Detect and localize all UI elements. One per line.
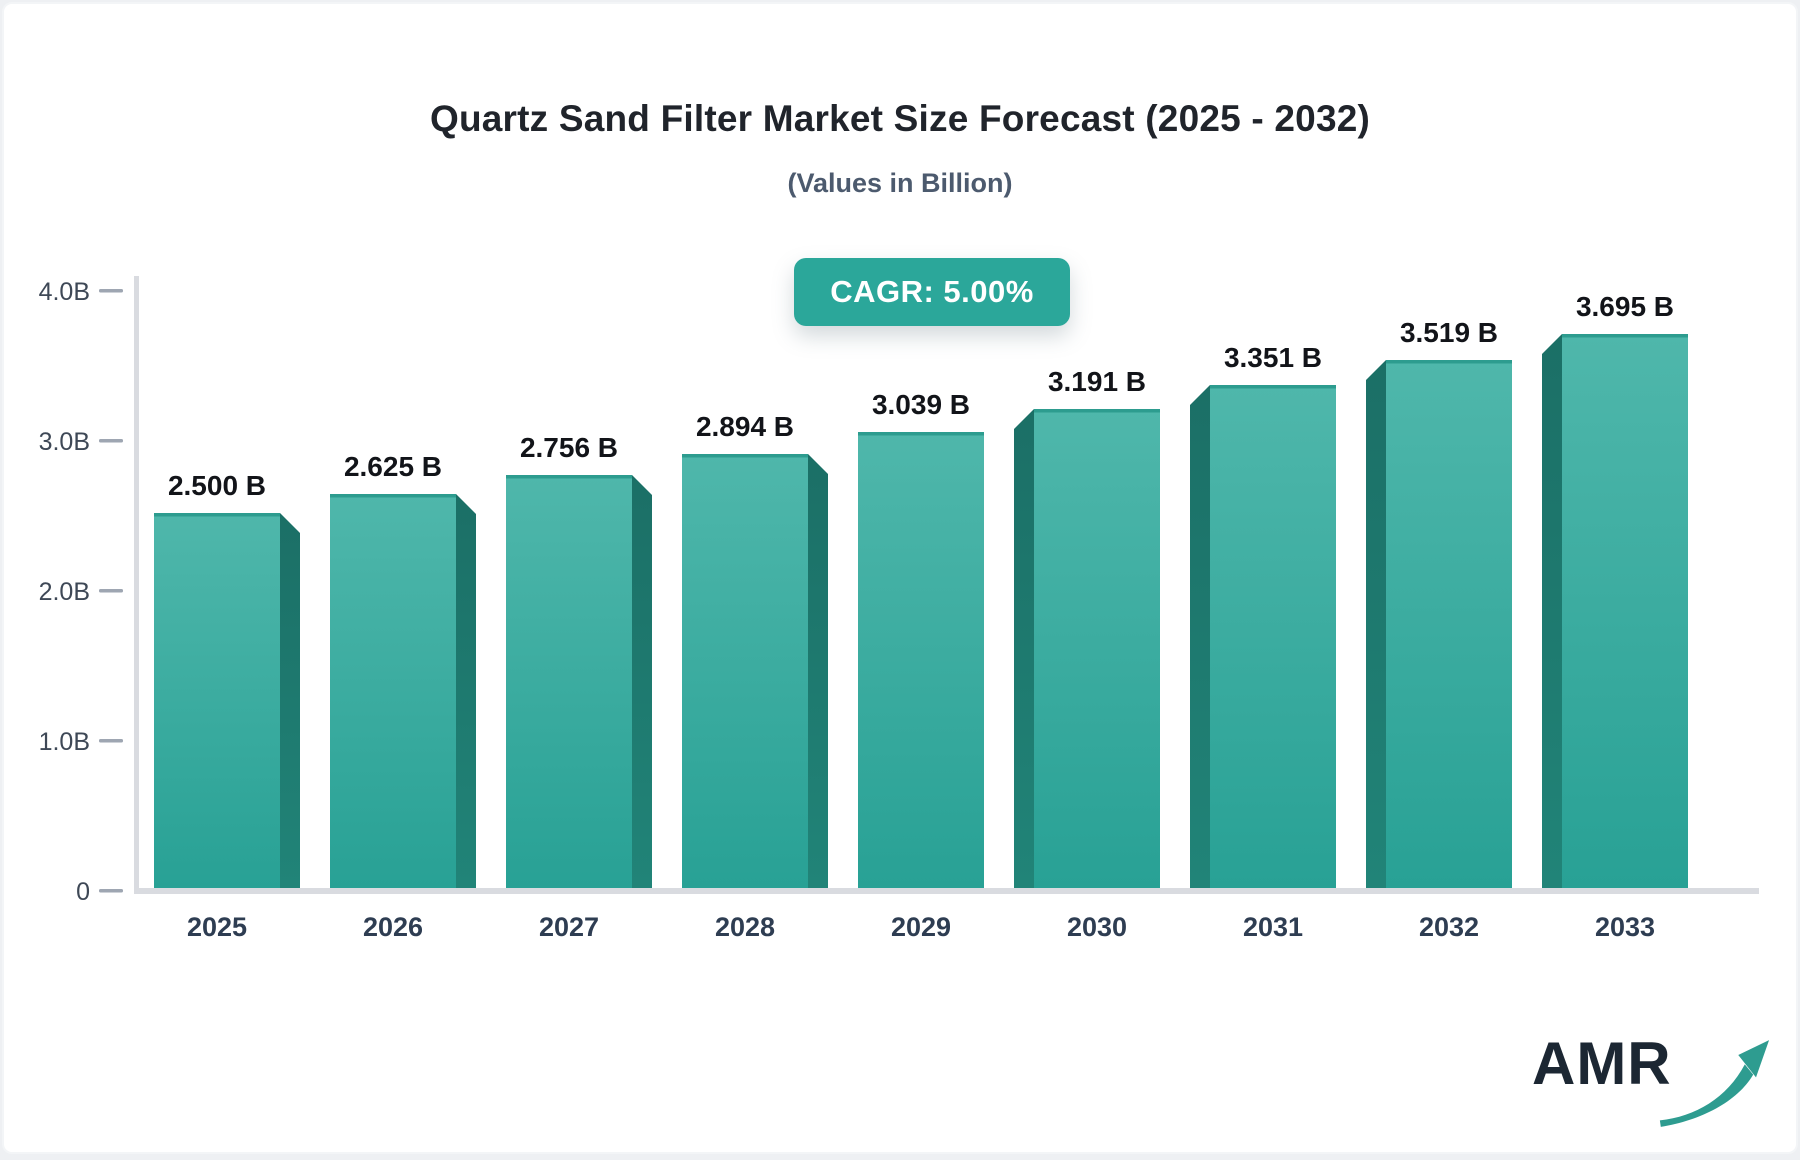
bar-side-face [808, 454, 828, 888]
amr-logo: AMR [1532, 1034, 1770, 1130]
bar-group-2031: 3.351 B 2031 [1190, 342, 1336, 942]
bar-side-face [1366, 360, 1386, 888]
bar-top-edge [154, 513, 280, 517]
x-axis-label: 2033 [1595, 912, 1655, 942]
bar-top-edge [1562, 334, 1688, 338]
x-axis-label: 2026 [363, 912, 423, 942]
bar-side-face [456, 494, 476, 888]
y-tick-mark [99, 889, 123, 893]
bar-side-face [1014, 409, 1034, 888]
bar-front-face [1210, 385, 1336, 888]
bar-value-label: 2.625 B [344, 451, 442, 482]
bar-front-face [1386, 360, 1512, 888]
y-tick-mark [99, 589, 123, 593]
bar-group-2032: 3.519 B 2032 [1366, 317, 1512, 942]
amr-logo-text: AMR [1532, 1034, 1672, 1094]
y-tick-label: 3.0B [39, 428, 90, 456]
bar-value-label: 2.500 B [168, 470, 266, 501]
bar-value-label: 3.039 B [872, 389, 970, 420]
x-axis-label: 2032 [1419, 912, 1479, 942]
bar-value-label: 3.519 B [1400, 317, 1498, 348]
bar-top-edge [506, 475, 632, 479]
bar-top-edge [858, 432, 984, 436]
bar-top-edge [1210, 385, 1336, 389]
bar-front-face [1034, 409, 1160, 888]
y-tick-label: 2.0B [39, 578, 90, 606]
x-axis-label: 2025 [187, 912, 247, 942]
bar-front-face [506, 475, 632, 888]
bar-top-edge [682, 454, 808, 458]
bar-group-2027: 2.756 B 2027 [506, 432, 652, 942]
x-axis-label: 2028 [715, 912, 775, 942]
bar-group-2028: 2.894 B 2028 [682, 411, 828, 942]
x-axis-label: 2030 [1067, 912, 1127, 942]
bar-group-2029: 3.039 B 2029 [858, 389, 984, 942]
bar-front-face [154, 513, 280, 888]
growth-arrow-icon [1658, 1036, 1770, 1130]
bar-front-face [1562, 334, 1688, 888]
bar-side-face [280, 513, 300, 888]
y-tick-label: 0 [76, 878, 90, 906]
bar-top-edge [330, 494, 456, 498]
bar-group-2030: 3.191 B 2030 [1014, 366, 1160, 942]
y-tick-mark [99, 739, 123, 743]
bar-value-label: 3.695 B [1576, 291, 1674, 322]
y-tick-label: 1.0B [39, 728, 90, 756]
bar-side-face [632, 475, 652, 888]
bar-value-label: 3.351 B [1224, 342, 1322, 373]
bar-value-label: 3.191 B [1048, 366, 1146, 397]
bar-front-face [330, 494, 456, 888]
bar-value-label: 2.894 B [696, 411, 794, 442]
y-tick-mark [99, 289, 123, 293]
bar-top-edge [1386, 360, 1512, 364]
bar-top-edge [1034, 409, 1160, 413]
bar-side-face [1190, 385, 1210, 888]
y-tick-mark [99, 439, 123, 443]
bar-group-2033: 3.695 B 2033 [1542, 291, 1688, 942]
bar-side-face [1542, 334, 1562, 888]
y-axis-line [134, 276, 139, 894]
bar-front-face [858, 432, 984, 888]
bar-group-2026: 2.625 B 2026 [330, 451, 476, 942]
x-axis-label: 2027 [539, 912, 599, 942]
x-axis-line [134, 888, 1759, 894]
bar-group-2025: 2.500 B 2025 [154, 470, 300, 942]
x-axis-label: 2029 [891, 912, 951, 942]
y-tick-label: 4.0B [39, 278, 90, 306]
bar-value-label: 2.756 B [520, 432, 618, 463]
x-axis-label: 2031 [1243, 912, 1303, 942]
bar-front-face [682, 454, 808, 888]
